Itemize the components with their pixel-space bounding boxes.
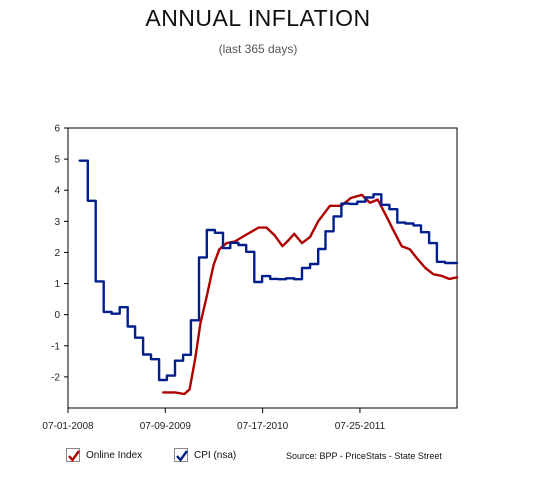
chart-axes bbox=[67, 127, 458, 409]
x-tick-label: 07-17-2010 bbox=[237, 421, 289, 432]
y-tick-label: 1 bbox=[54, 279, 60, 290]
legend-label-online-index: Online Index bbox=[86, 449, 143, 461]
legend-label-cpi: CPI (nsa) bbox=[194, 449, 237, 461]
y-tick-label: -1 bbox=[51, 341, 60, 352]
x-tick-label: 07-01-2008 bbox=[42, 421, 94, 432]
checkbox-icon[interactable] bbox=[66, 448, 80, 462]
x-axis-ticks: 07-01-2008 07-09-2009 07-17-2010 07-25-2011 bbox=[42, 408, 386, 432]
y-tick-label: 4 bbox=[54, 186, 60, 197]
y-tick-label: 0 bbox=[54, 310, 60, 321]
y-tick-label: -2 bbox=[51, 372, 60, 383]
series-line-cpi-nsa bbox=[78, 159, 459, 382]
y-axis-ticks: -2 -1 0 1 2 3 4 5 6 bbox=[51, 124, 68, 383]
chart-subtitle: (last 365 days) bbox=[218, 42, 298, 56]
x-tick-label: 07-09-2009 bbox=[140, 421, 192, 432]
checkbox-icon[interactable] bbox=[174, 448, 188, 462]
plot-area bbox=[67, 127, 458, 409]
legend-item-online-index[interactable]: Online Index bbox=[66, 448, 142, 462]
y-tick-label: 2 bbox=[54, 248, 60, 259]
series-line-online-index bbox=[162, 193, 459, 396]
y-tick-label: 5 bbox=[54, 155, 60, 166]
source-note: Source: BPP - PriceStats - State Street bbox=[286, 451, 442, 461]
chart-series bbox=[78, 159, 459, 396]
y-tick-label: 3 bbox=[54, 217, 60, 228]
chart-title: ANNUAL INFLATION bbox=[145, 5, 371, 31]
x-tick-label: 07-25-2011 bbox=[335, 421, 386, 432]
y-tick-label: 6 bbox=[54, 124, 60, 135]
legend-item-cpi[interactable]: CPI (nsa) bbox=[174, 448, 236, 462]
